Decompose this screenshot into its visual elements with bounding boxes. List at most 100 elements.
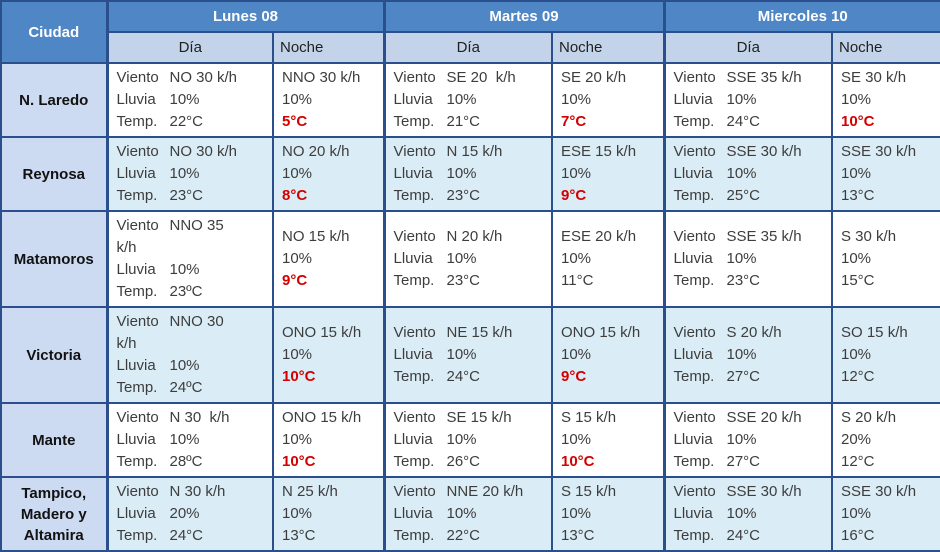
measure-value: 10% bbox=[169, 91, 200, 108]
night-temp-value-low: 10°C bbox=[561, 453, 595, 470]
measure-value: ONO 15 k/h bbox=[561, 324, 641, 341]
forecast-line: Viento N 15 k/h bbox=[394, 141, 550, 163]
table-row: Mante Viento N 30 k/h Lluvia 10% Temp. 28ºC ONO… bbox=[0, 402, 940, 478]
forecast-night-cell: NNO 30 k/h 10% 5°C bbox=[272, 62, 385, 138]
forecast-line: Temp. 26°C bbox=[394, 451, 550, 473]
measure-value: 24°C bbox=[726, 113, 761, 130]
measure-label: Temp. bbox=[673, 527, 715, 544]
measure-label: Temp. bbox=[116, 453, 158, 470]
measure-label: Lluvia bbox=[116, 91, 156, 108]
measure-value: S 30 k/h bbox=[841, 228, 897, 245]
measure-value: 10% bbox=[561, 250, 592, 267]
subheader-dia: Día bbox=[662, 31, 833, 64]
measure-value: 10% bbox=[561, 431, 592, 448]
forecast-line: 10% bbox=[561, 344, 661, 366]
forecast-line: 10% bbox=[282, 503, 381, 525]
measure-value: 10% bbox=[169, 357, 200, 374]
forecast-line: 10% bbox=[561, 503, 661, 525]
measure-value: 10% bbox=[841, 346, 872, 363]
forecast-night-cell: ESE 20 k/h 10% 11°C bbox=[551, 210, 665, 308]
forecast-day-cell: Viento S 20 k/h Lluvia 10% Temp. 27°C bbox=[662, 306, 833, 404]
measure-value: 10% bbox=[841, 165, 872, 182]
forecast-line: Viento NE 15 k/h bbox=[394, 322, 550, 344]
forecast-line: ESE 20 k/h bbox=[561, 226, 661, 248]
measure-value: 28ºC bbox=[169, 453, 203, 470]
measure-value: 10% bbox=[841, 505, 872, 522]
city-cell: N. Laredo bbox=[0, 62, 108, 138]
forecast-day-cell: Viento SSE 30 k/h Lluvia 10% Temp. 25°C bbox=[662, 136, 833, 212]
measure-value: NO 30 k/h bbox=[169, 69, 238, 86]
measure-value: 10% bbox=[726, 431, 757, 448]
measure-value: 10% bbox=[282, 431, 313, 448]
forecast-line: 13°C bbox=[561, 525, 661, 547]
forecast-line: ONO 15 k/h bbox=[282, 322, 381, 344]
measure-label: Viento bbox=[673, 409, 716, 426]
measure-value: 10% bbox=[169, 165, 200, 182]
measure-value: S 20 k/h bbox=[841, 409, 897, 426]
forecast-line: Lluvia 10% bbox=[394, 163, 550, 185]
measure-value: 13°C bbox=[561, 527, 595, 544]
forecast-line: Viento NNE 20 k/h bbox=[394, 481, 550, 503]
forecast-line: 10% bbox=[282, 248, 381, 270]
forecast-line: Viento N 30 k/h bbox=[117, 481, 271, 503]
measure-value: 10% bbox=[446, 346, 477, 363]
measure-value: SSE 20 k/h bbox=[726, 409, 802, 426]
table-row: N. Laredo Viento NO 30 k/h Lluvia 10% Temp. 22… bbox=[0, 62, 940, 138]
measure-value: NNE 20 k/h bbox=[446, 483, 524, 500]
measure-label: Viento bbox=[673, 69, 716, 86]
forecast-line: S 15 k/h bbox=[561, 407, 661, 429]
measure-value: N 20 k/h bbox=[446, 228, 503, 245]
forecast-day-cell: Viento NNO 30 k/h Lluvia 10% Temp. 24ºC bbox=[105, 306, 274, 404]
measure-value: SSE 30 k/h bbox=[726, 483, 802, 500]
forecast-line: 12°C bbox=[841, 366, 938, 388]
measure-value: k/h bbox=[116, 239, 137, 256]
forecast-line: Lluvia 10% bbox=[117, 163, 271, 185]
forecast-line: Viento SSE 30 k/h bbox=[674, 481, 830, 503]
measure-value: NO 15 k/h bbox=[282, 228, 350, 245]
forecast-night-cell: S 15 k/h 10% 13°C bbox=[551, 476, 665, 552]
forecast-line: 9°C bbox=[561, 366, 661, 388]
forecast-line: 10°C bbox=[282, 451, 381, 473]
forecast-night-cell: ONO 15 k/h 10% 9°C bbox=[551, 306, 665, 404]
forecast-line: 10% bbox=[841, 163, 938, 185]
forecast-day-cell: Viento SSE 35 k/h Lluvia 10% Temp. 24°C bbox=[662, 62, 833, 138]
day-header-miercoles: Miercoles 10 bbox=[662, 0, 940, 33]
measure-value: 10% bbox=[726, 346, 757, 363]
measure-value: 12°C bbox=[841, 368, 875, 385]
measure-value: 10% bbox=[561, 346, 592, 363]
measure-label: Temp. bbox=[116, 113, 158, 130]
forecast-line: Lluvia 10% bbox=[117, 89, 271, 111]
measure-value: NNO 35 bbox=[169, 217, 224, 234]
measure-label: Viento bbox=[116, 409, 159, 426]
measure-label: Lluvia bbox=[116, 357, 156, 374]
measure-label: Lluvia bbox=[393, 505, 433, 522]
forecast-day-cell: Viento NO 30 k/h Lluvia 10% Temp. 22°C bbox=[105, 62, 274, 138]
night-temp-value-low: 10°C bbox=[841, 113, 875, 130]
measure-label: Lluvia bbox=[393, 250, 433, 267]
forecast-night-cell: SSE 30 k/h 10% 13°C bbox=[831, 136, 940, 212]
measure-value: 25°C bbox=[726, 187, 761, 204]
city-cell: Mante bbox=[0, 402, 108, 478]
measure-value: 10% bbox=[446, 431, 477, 448]
city-cell: Tampico, Madero y Altamira bbox=[0, 476, 108, 552]
forecast-day-cell: Viento N 30 k/h Lluvia 20% Temp. 24°C bbox=[105, 476, 274, 552]
forecast-day-cell: Viento N 20 k/h Lluvia 10% Temp. 23°C bbox=[382, 210, 553, 308]
forecast-body: N. Laredo Viento NO 30 k/h Lluvia 10% Temp. 22… bbox=[0, 62, 940, 552]
forecast-line: N 25 k/h bbox=[282, 481, 381, 503]
forecast-line: Lluvia 10% bbox=[674, 344, 830, 366]
measure-value: 10% bbox=[726, 505, 757, 522]
day-header-row: Ciudad Lunes 08 Martes 09 Miercoles 10 bbox=[0, 0, 940, 64]
forecast-line: SE 20 k/h bbox=[561, 67, 661, 89]
measure-label: Temp. bbox=[393, 368, 435, 385]
forecast-line: SO 15 k/h bbox=[841, 322, 938, 344]
measure-value: S 15 k/h bbox=[561, 483, 617, 500]
measure-value: ONO 15 k/h bbox=[282, 409, 362, 426]
measure-label: Viento bbox=[116, 217, 159, 234]
forecast-line: Temp. 22°C bbox=[117, 111, 271, 133]
measure-value: 13°C bbox=[282, 527, 316, 544]
forecast-line: 10% bbox=[561, 163, 661, 185]
forecast-line: 10% bbox=[282, 344, 381, 366]
measure-value: 10% bbox=[726, 165, 757, 182]
measure-label: Temp. bbox=[116, 283, 158, 300]
forecast-line: 13°C bbox=[282, 525, 381, 547]
